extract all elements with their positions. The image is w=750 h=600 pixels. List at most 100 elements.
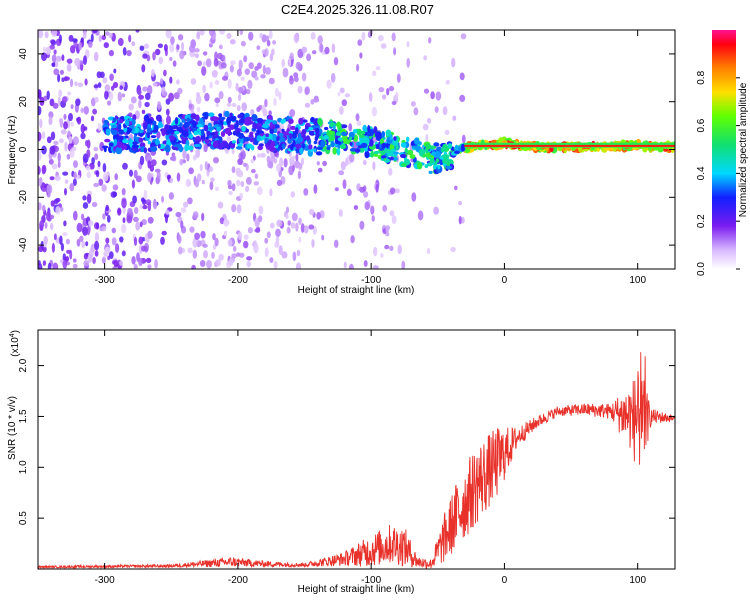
heatmap-cell	[266, 231, 271, 239]
heatmap-cell	[288, 165, 294, 176]
heatmap-cell	[55, 55, 62, 62]
heatmap-cell	[389, 210, 395, 217]
heatmap-cell	[195, 148, 201, 158]
heatmap-cell	[164, 144, 171, 153]
heatmap-cell	[236, 179, 241, 187]
heatmap-cell	[269, 257, 274, 263]
heatmap-cell	[334, 187, 339, 192]
heatmap-cell	[211, 251, 215, 259]
heatmap-cell	[378, 87, 385, 93]
heatmap-cell	[107, 100, 112, 106]
heatmap-cell	[215, 259, 221, 267]
heatmap-cell	[147, 264, 152, 269]
heatmap-cell	[396, 73, 401, 83]
heatmap-cell	[285, 206, 290, 214]
heatmap-cell	[337, 141, 341, 145]
heatmap-cell	[231, 102, 237, 108]
heatmap-cell	[259, 32, 263, 39]
heatmap-cell	[434, 106, 439, 113]
heatmap-cell	[300, 157, 305, 166]
heatmap-cell	[94, 153, 99, 160]
heatmap-cell	[217, 201, 224, 209]
heatmap-cell	[42, 46, 46, 52]
heatmap-cell	[70, 121, 74, 127]
heatmap-cell	[65, 255, 70, 262]
heatmap-cell	[180, 207, 187, 213]
heatmap-cell	[452, 115, 457, 121]
snr-series	[38, 352, 675, 569]
heatmap-cell	[102, 172, 109, 182]
heatmap-cell	[46, 136, 52, 144]
heatmap-cell	[83, 260, 89, 267]
heatmap-cell	[289, 52, 294, 60]
heatmap-cell	[389, 187, 396, 195]
heatmap-cell	[210, 177, 215, 183]
heatmap-cell	[260, 152, 266, 158]
heatmap-cell	[135, 175, 142, 183]
heatmap-cell	[141, 109, 146, 114]
heatmap-cell	[45, 46, 51, 56]
heatmap-cell	[209, 181, 214, 191]
heatmap-cell	[401, 260, 406, 269]
heatmap-cell	[264, 237, 269, 244]
heatmap-cell	[275, 236, 280, 243]
heatmap-cell	[133, 263, 138, 269]
heatmap-cell	[223, 230, 228, 237]
heatmap-cell	[433, 206, 439, 215]
heatmap-cell	[48, 111, 54, 119]
heatmap-cell	[202, 243, 208, 248]
heatmap-cell	[63, 113, 67, 120]
heatmap-cell	[231, 166, 236, 174]
heatmap-cell	[194, 53, 199, 59]
heatmap-cell	[86, 149, 91, 159]
colorbar-tick-label: 0.2	[696, 214, 707, 228]
heatmap-cell	[157, 43, 163, 49]
heatmap-cell	[339, 144, 347, 150]
heatmap-cell	[91, 201, 98, 208]
heatmap-cell	[48, 116, 53, 126]
heatmap-cell	[114, 138, 118, 146]
heatmap-cell	[295, 262, 302, 269]
heatmap-cell	[310, 32, 316, 40]
colorbar-label: Normalized spectral amplitude	[738, 82, 749, 217]
heatmap-cell	[65, 238, 70, 245]
heatmap-cell	[59, 235, 63, 245]
heatmap-cell	[217, 52, 223, 60]
heatmap-cell	[105, 237, 110, 244]
heatmap-cell	[321, 234, 325, 241]
heatmap-cell	[196, 92, 200, 97]
heatmap-cell	[336, 121, 341, 129]
x-tick-label: 100	[629, 575, 646, 586]
heatmap-cell	[208, 112, 215, 117]
heatmap-cell	[188, 103, 193, 109]
heatmap-cell	[264, 48, 269, 57]
heatmap-cell	[59, 69, 64, 75]
heatmap-cell	[194, 48, 200, 53]
heatmap-cell	[447, 143, 453, 149]
heatmap-cell	[47, 262, 52, 269]
heatmap-cell	[199, 30, 205, 36]
spectrogram-xlabel: Height of straight line (km)	[298, 285, 415, 296]
heatmap-cell	[155, 139, 160, 145]
heatmap-cell	[313, 184, 318, 194]
heatmap-cell	[413, 107, 419, 116]
heatmap-cell	[257, 125, 262, 132]
heatmap-cell	[180, 220, 184, 229]
heatmap-cell	[435, 158, 440, 163]
heatmap-cell	[143, 147, 147, 154]
heatmap-cell	[400, 142, 407, 148]
heatmap-cell	[381, 142, 387, 149]
heatmap-cell	[253, 181, 260, 186]
heatmap-cell	[330, 141, 335, 148]
heatmap-cell	[297, 85, 303, 94]
heatmap-cell	[46, 90, 50, 100]
heatmap-cell	[395, 92, 399, 100]
heatmap-cell	[77, 82, 84, 88]
heatmap-cell	[235, 120, 239, 125]
heatmap-cell	[288, 57, 292, 67]
heatmap-cell	[295, 127, 299, 134]
heatmap-cell	[334, 137, 339, 145]
heatmap-cell	[145, 92, 151, 101]
colorbar-tick-label: 0.4	[696, 166, 707, 180]
heatmap-cell	[308, 224, 315, 230]
